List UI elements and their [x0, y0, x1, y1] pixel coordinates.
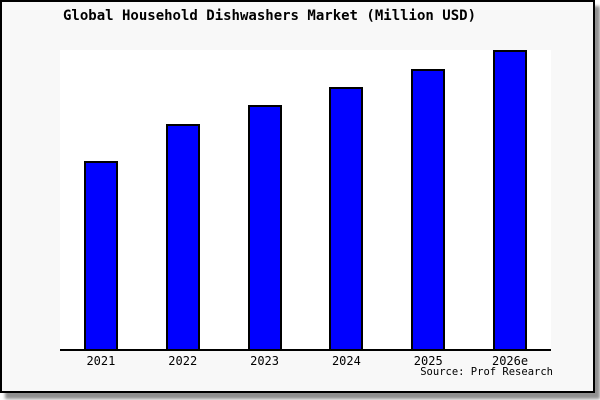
x-tick-label-2024: 2024 — [331, 354, 361, 368]
bar-2023 — [247, 105, 282, 349]
bar-slot-2023 — [224, 50, 306, 349]
bar-slot-2025 — [387, 50, 469, 349]
bar-2025 — [411, 69, 446, 349]
x-tick-label-2025: 2025 — [413, 354, 443, 368]
bar-2022 — [165, 124, 200, 349]
x-tick-label-2026e: 2026e — [491, 354, 529, 368]
plot-area — [60, 50, 551, 351]
bar-2024 — [329, 87, 364, 349]
source-label: Source: Prof Research — [420, 366, 553, 378]
bar-slot-2021 — [60, 50, 142, 349]
bar-slot-2024 — [305, 50, 387, 349]
chart-title: Global Household Dishwashers Market (Mil… — [62, 8, 476, 24]
bars-container — [60, 50, 551, 349]
bar-slot-2026e — [469, 50, 551, 349]
bar-2026e — [493, 50, 528, 349]
bar-2021 — [83, 161, 118, 349]
x-tick-label-2021: 2021 — [86, 354, 116, 368]
x-tick-label-2023: 2023 — [250, 354, 280, 368]
x-axis-labels: 2021 2022 2023 2024 2025 2026e — [60, 354, 551, 368]
x-tick-label-2022: 2022 — [168, 354, 198, 368]
bar-slot-2022 — [142, 50, 224, 349]
chart-card: Global Household Dishwashers Market (Mil… — [0, 0, 595, 393]
